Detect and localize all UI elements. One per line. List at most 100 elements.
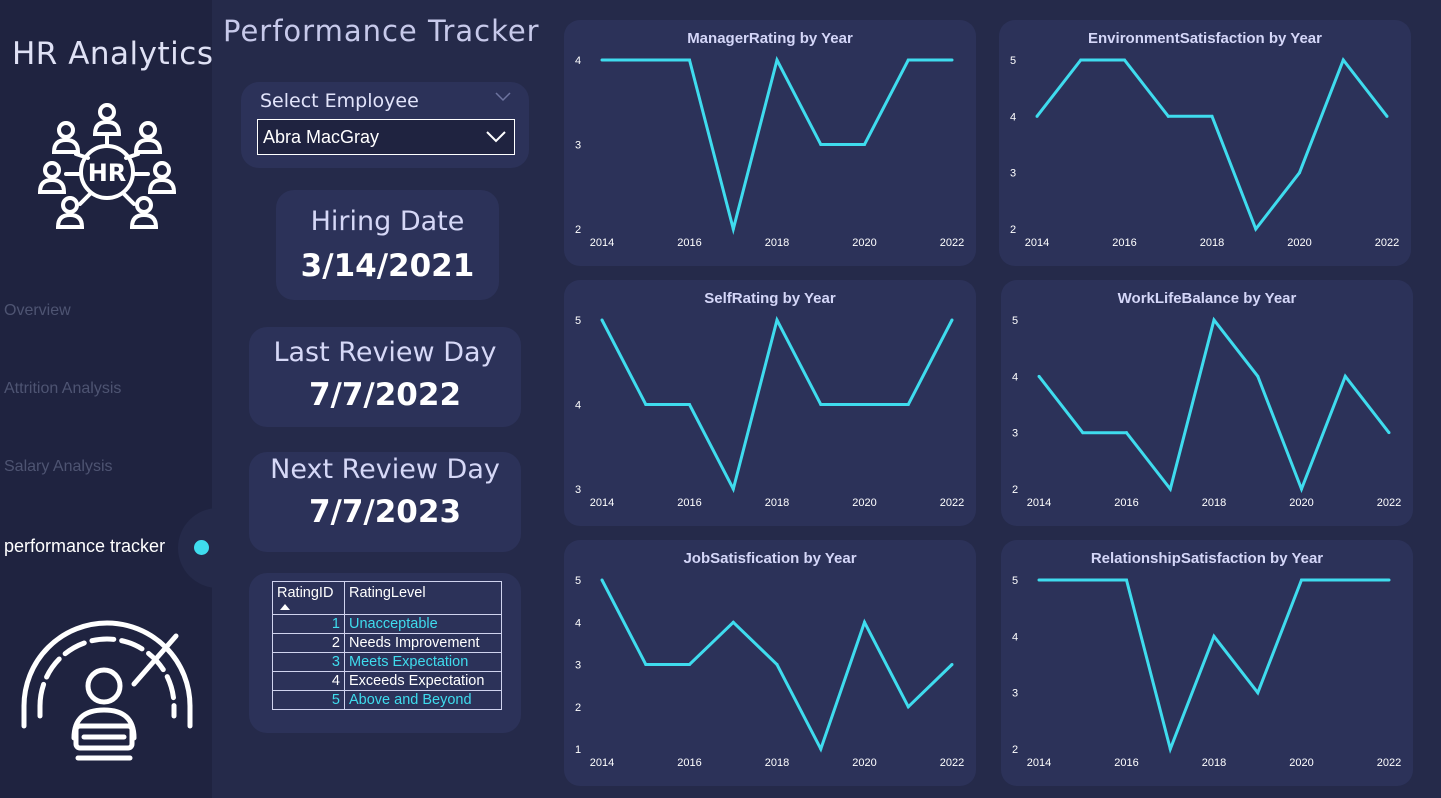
- data-point: [775, 58, 779, 62]
- active-nav-indicator-bg: [178, 508, 248, 588]
- data-point: [600, 578, 604, 582]
- y-tick-label: 5: [575, 315, 581, 327]
- data-point: [950, 663, 954, 666]
- data-point: [644, 663, 648, 666]
- chart-job-satisfaction[interactable]: JobSatisfication by Year 1 2 3 4 5 2014 2016 201…: [564, 540, 976, 786]
- sidebar-item-overview[interactable]: Overview: [4, 302, 71, 319]
- sidebar-item-attrition-analysis[interactable]: Attrition Analysis: [4, 380, 122, 397]
- y-tick-label: 4: [575, 617, 581, 629]
- column-header-ratinglevel[interactable]: RatingLevel: [344, 581, 502, 615]
- y-tick-label: 1: [575, 744, 581, 756]
- y-tick-label: 5: [575, 575, 581, 587]
- performance-gauge-icon: [21, 620, 193, 761]
- chart-relationship-satisfaction[interactable]: RelationshipSatisfaction by Year 2 3 4 5 2014…: [1001, 540, 1413, 786]
- x-tick-label: 2022: [1375, 237, 1399, 249]
- kpi-value: 7/7/2023: [308, 494, 462, 530]
- y-tick-label: 2: [1012, 484, 1018, 496]
- data-point: [1168, 747, 1172, 751]
- table-row[interactable]: 2 Needs Improvement: [272, 633, 502, 653]
- data-point: [1081, 578, 1085, 582]
- data-point: [906, 403, 910, 406]
- chart-work-life-balance[interactable]: WorkLifeBalance by Year 2 3 4 5 2014 2016 2018 2…: [1001, 280, 1413, 526]
- line-chart: JobSatisfication by Year 1 2 3 4 5 2014 2016 201…: [575, 550, 964, 769]
- data-point: [1125, 431, 1128, 435]
- sidebar-item-salary-analysis[interactable]: Salary Analysis: [4, 458, 113, 475]
- chart-title: WorkLifeBalance by Year: [1118, 290, 1297, 307]
- chevron-down-icon[interactable]: [495, 92, 511, 102]
- series-line: [1039, 578, 1389, 754]
- y-tick-label: 4: [1010, 111, 1016, 123]
- sidebar-item-performance-tracker[interactable]: performance tracker: [4, 536, 166, 556]
- data-point: [600, 58, 604, 62]
- line-chart: ManagerRating by Year 2 3 4 2014 2016 2018 2020…: [575, 30, 964, 249]
- data-point: [1168, 487, 1172, 491]
- table-row[interactable]: 4 Exceeds Expectation: [272, 671, 502, 691]
- last-review-card: Last Review Day 7/7/2022: [249, 327, 521, 427]
- data-point: [731, 620, 735, 624]
- data-point: [775, 663, 779, 666]
- chart-title: EnvironmentSatisfaction by Year: [1088, 30, 1322, 47]
- line-chart: EnvironmentSatisfaction by Year 2 3 4 5 2014 2…: [1010, 30, 1399, 249]
- line-chart: WorkLifeBalance by Year 2 3 4 5 2014 2016 2018 2…: [1012, 290, 1401, 509]
- x-tick-label: 2022: [1377, 497, 1401, 509]
- data-point: [1256, 691, 1260, 695]
- x-tick-label: 2016: [1114, 497, 1138, 509]
- y-tick-label: 3: [1012, 688, 1018, 700]
- data-point: [1035, 114, 1039, 118]
- x-tick-label: 2016: [1112, 237, 1136, 249]
- y-tick-label: 2: [575, 702, 581, 714]
- x-tick-label: 2016: [677, 497, 701, 509]
- y-tick-label: 4: [575, 55, 581, 67]
- data-point: [600, 318, 604, 322]
- data-point: [1254, 227, 1258, 231]
- data-point: [1123, 58, 1126, 62]
- data-point: [863, 620, 866, 624]
- data-point: [731, 227, 735, 231]
- y-tick-label: 5: [1010, 55, 1016, 67]
- table-row[interactable]: 5 Above and Beyond: [272, 690, 502, 710]
- x-tick-label: 2014: [590, 757, 614, 769]
- x-tick-label: 2020: [1289, 757, 1313, 769]
- x-tick-label: 2020: [852, 497, 876, 509]
- slicer-label: Select Employee: [260, 90, 419, 112]
- x-tick-label: 2020: [852, 757, 876, 769]
- employee-slicer: Select Employee Abra MacGray: [241, 82, 529, 168]
- data-point: [819, 747, 823, 751]
- data-point: [863, 403, 866, 406]
- chart-title: RelationshipSatisfaction by Year: [1091, 550, 1323, 567]
- chart-environment-satisfaction[interactable]: EnvironmentSatisfaction by Year 2 3 4 5 2014 2…: [999, 20, 1411, 266]
- data-point: [1343, 578, 1347, 582]
- data-point: [1387, 578, 1391, 582]
- rating-table-card: RatingID RatingLevel 1 Unacceptable 2 Need…: [249, 573, 521, 733]
- data-point: [1210, 114, 1214, 118]
- y-tick-label: 2: [1010, 224, 1016, 236]
- x-tick-label: 2018: [765, 757, 789, 769]
- table-row[interactable]: 1 Unacceptable: [272, 614, 502, 634]
- svg-text:HR: HR: [88, 159, 127, 187]
- data-point: [1343, 374, 1347, 378]
- x-tick-label: 2022: [940, 237, 964, 249]
- chart-manager-rating[interactable]: ManagerRating by Year 2 3 4 2014 2016 2018 2020…: [564, 20, 976, 266]
- employee-select[interactable]: Abra MacGray: [257, 119, 515, 155]
- column-header-ratingid[interactable]: RatingID: [272, 581, 345, 615]
- x-tick-label: 2022: [940, 497, 964, 509]
- data-point: [688, 663, 691, 666]
- x-tick-label: 2014: [590, 497, 614, 509]
- table-row[interactable]: 3 Meets Expectation: [272, 652, 502, 672]
- data-point: [688, 403, 691, 406]
- data-point: [688, 58, 691, 62]
- x-tick-label: 2022: [1377, 757, 1401, 769]
- x-tick-label: 2014: [1027, 757, 1051, 769]
- x-tick-label: 2020: [1287, 237, 1311, 249]
- data-point: [1300, 487, 1303, 491]
- sidebar: HR Analytics HR Overview Attrition Analy…: [0, 0, 248, 798]
- chevron-down-icon: [486, 131, 506, 143]
- y-tick-label: 3: [575, 484, 581, 496]
- data-point: [1125, 578, 1128, 582]
- data-point: [819, 143, 823, 146]
- chart-self-rating[interactable]: SelfRating by Year 3 4 5 2014 2016 2018 2020 202…: [564, 280, 976, 526]
- y-tick-label: 4: [1012, 371, 1018, 383]
- data-point: [906, 58, 910, 62]
- data-point: [1300, 578, 1303, 582]
- data-point: [731, 487, 735, 491]
